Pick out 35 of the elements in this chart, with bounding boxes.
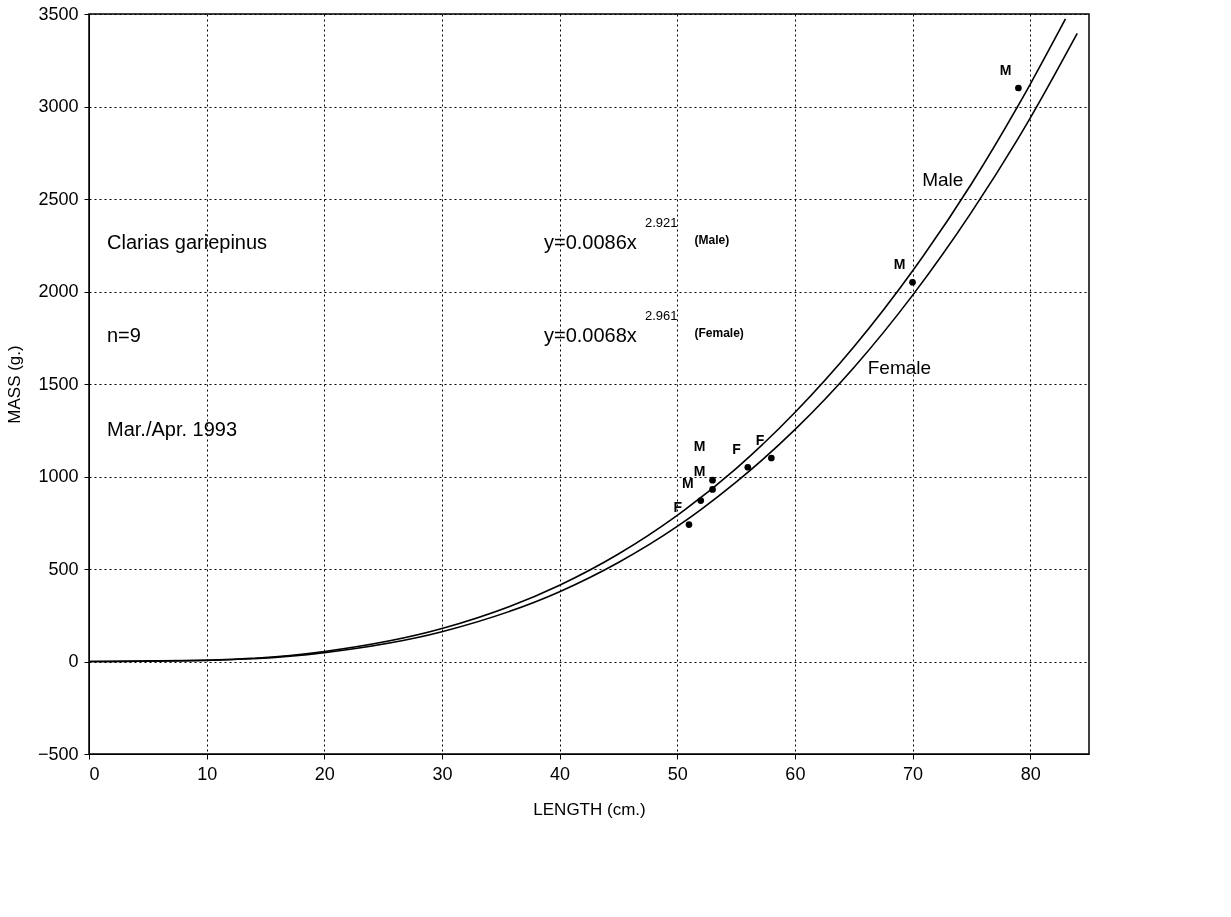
annotation: M bbox=[682, 474, 694, 491]
x-tick-label: 10 bbox=[197, 763, 218, 784]
annotation: Clarias gariepinus bbox=[107, 231, 268, 253]
y-tick-label: 3500 bbox=[38, 3, 79, 24]
text: y=0.0086x2.921 (Male) bbox=[544, 215, 730, 253]
x-tick-label: 60 bbox=[785, 763, 806, 784]
annotation: Mar./Apr. 1993 bbox=[107, 418, 238, 440]
annotation: F bbox=[673, 498, 683, 515]
y-axis-title: MASS (g.) bbox=[4, 345, 24, 424]
x-tick-label: 70 bbox=[903, 763, 924, 784]
annotation: F bbox=[732, 441, 742, 458]
y-tick-label: −500 bbox=[37, 743, 79, 764]
x-tick-label: 80 bbox=[1020, 763, 1041, 784]
x-tick-label: 30 bbox=[432, 763, 453, 784]
x-tick-label: 20 bbox=[314, 763, 335, 784]
annotation: n=9 bbox=[107, 324, 141, 346]
y-tick-label: 0 bbox=[68, 651, 79, 671]
annotation: F bbox=[755, 432, 765, 448]
annotation: M bbox=[693, 438, 706, 455]
annotation: M bbox=[693, 463, 706, 480]
annotation: M bbox=[893, 256, 906, 273]
x-tick-label: 50 bbox=[667, 763, 688, 784]
text: y=0.0068x2.961 (Female) bbox=[544, 308, 744, 346]
x-tick-label: 0 bbox=[89, 763, 100, 784]
y-tick-label: 2000 bbox=[38, 281, 79, 301]
y-tick-label: 500 bbox=[48, 558, 79, 579]
series-label: Female bbox=[867, 356, 932, 378]
series-label: Male bbox=[922, 169, 964, 191]
y-tick-label: 1500 bbox=[38, 373, 79, 394]
y-tick-label: 3000 bbox=[38, 96, 79, 116]
x-tick-label: 40 bbox=[550, 763, 571, 784]
y-tick-label: 2500 bbox=[38, 188, 79, 209]
y-tick-label: 1000 bbox=[38, 466, 79, 486]
x-axis-title: LENGTH (cm.) bbox=[533, 799, 646, 819]
annotation: M bbox=[999, 62, 1012, 78]
